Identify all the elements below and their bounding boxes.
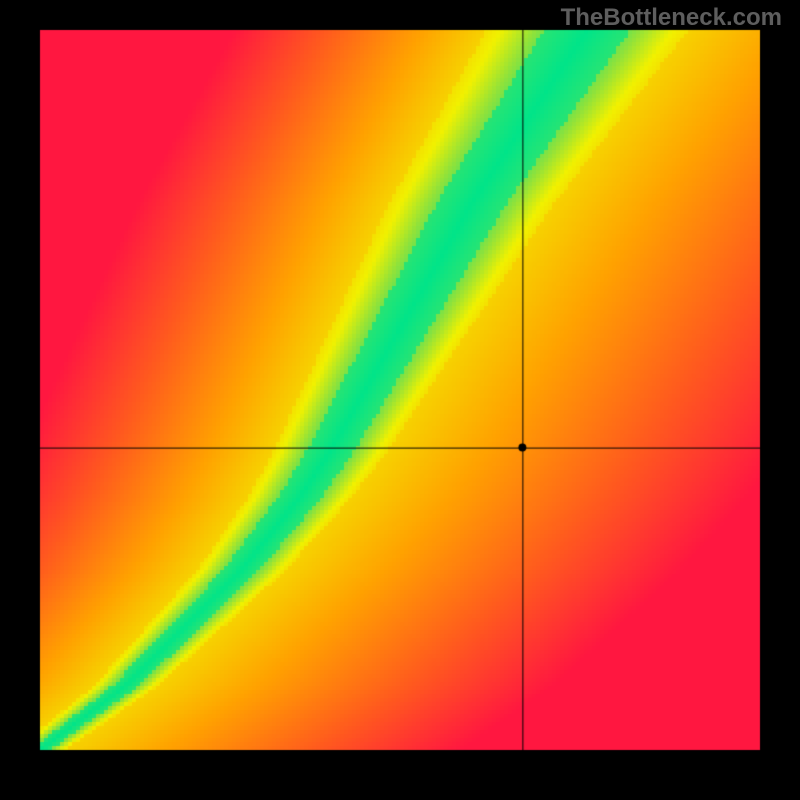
watermark-text: TheBottleneck.com bbox=[561, 4, 782, 32]
heatmap-canvas bbox=[0, 0, 800, 800]
chart-container: TheBottleneck.com bbox=[0, 0, 800, 800]
